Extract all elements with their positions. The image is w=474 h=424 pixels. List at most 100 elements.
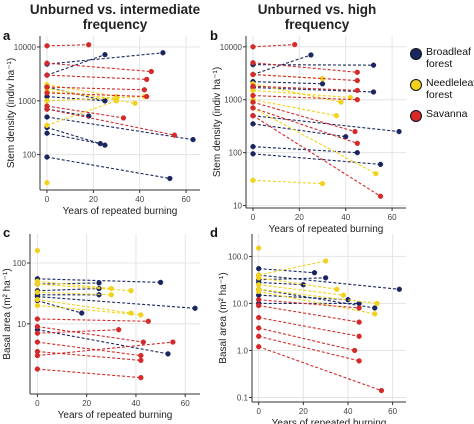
panel-b-x-tick-label-0: 0 [251,213,256,222]
panel-d-series-15-point-0 [256,314,262,321]
panel-b-series-21-point-1 [377,193,384,199]
panel-d-series-4-line [258,288,375,309]
panel-d-series-8-line [258,260,326,276]
panel-a-series-19-line [46,92,147,98]
panel-b-series-18-point-0 [250,92,256,99]
panel-b-series-14-line [252,44,295,48]
panel-c-series-17-line [37,350,141,361]
panel-d-series-11-point-1 [374,300,380,307]
panel-b-series-21-line [252,115,381,197]
panel-d-y-tick-label-2: 10.0 [232,299,248,308]
panel-letter-c: c [3,225,11,240]
panel-b-series-9-point-1 [338,99,344,105]
panel-d-series-10-line [258,284,344,296]
panel-c-series-14-point-0 [34,323,41,330]
panel-b-title-line1: Unburned vs. high [257,2,377,17]
panel-d-series-2-point-1 [323,275,329,281]
legend-swatch-broadleaf [410,48,422,60]
panel-c-series-10-point-0 [34,289,41,295]
panel-a-series-21-line [46,108,175,136]
legend-swatch-needleleaf [410,79,422,91]
panel-d-y-tick-label-0: 0.1 [237,393,249,402]
panel-b-series-19-line [252,101,356,133]
panel-a-series-17-line [46,74,147,80]
panel-d-x-tick-label-3: 60 [388,407,397,416]
panel-a-series-21-point-0 [44,106,50,112]
panel-b-series-13-point-0 [250,177,256,183]
panel-d-y-tick-label-3: 100.0 [228,252,249,261]
panel-d-series-15-line [258,317,360,337]
panel-d-x-tick-label-1: 20 [299,407,308,416]
panel-d-x-tick-label-2: 40 [344,407,353,416]
panel-b-y-axis-title: Stem density (indiv ha⁻¹) [212,67,223,177]
panel-d-series-14-point-0 [256,302,262,309]
panel-c-series-9-line [37,283,132,292]
panel-a-series-13-point-0 [44,122,50,128]
panel-b-series-11-line [252,99,337,117]
panel-c-series-19-line [37,368,141,379]
panel-a-x-tick-label-1: 20 [89,195,98,204]
panel-c-series-18-line [37,341,173,357]
panel-a-series-13-point-1 [113,98,120,104]
panel-b-series-13-point-1 [319,180,326,187]
panel-b-series-21-point-0 [250,113,256,119]
panel-b-series-14-point-1 [292,41,298,48]
panel-b-series-14-point-0 [250,44,256,50]
panel-c-x-tick-label-0: 0 [35,399,40,408]
panel-a-title: Unburned vs. intermediate frequency [20,2,210,32]
panel-c-series-0-point-1 [157,279,164,286]
panel-d-series-4-point-1 [372,305,378,311]
panel-a-series-17-point-1 [144,76,150,83]
panel-a-series-21-point-1 [171,132,178,138]
legend-label-broadleaf: Broadleaf forest [426,46,471,70]
panel-c-series-12-line [37,304,141,316]
panel-b-series-12-point-1 [373,171,379,177]
panel-d-series-16-line [258,327,355,351]
panel-b-x-tick-label-1: 20 [295,213,304,222]
panel-d-series-8-point-1 [323,258,329,264]
panel-a-series-19-point-0 [44,90,50,96]
panel-c-series-19-point-1 [138,375,144,381]
panel-b-series-10-line [252,89,351,99]
panel-c-series-10-point-1 [108,292,114,298]
panel-d-series-18-point-0 [256,344,262,350]
panel-d-series-3-line [258,281,304,286]
panel-a-series-18-line [46,86,145,91]
panel-a-series-2-line [46,86,106,102]
panel-d-series-10-point-0 [256,282,262,288]
panel-c-series-14-point-1 [140,339,146,345]
panel-b-x-axis-title: Years of repeated burning [269,224,384,235]
panel-a-series-10-point-1 [132,100,138,106]
panel-d-series-18-line [258,346,382,392]
panel-b-series-7-point-0 [250,151,256,157]
panel-d-series-9-point-1 [334,286,340,292]
panel-a-x-tick-label-2: 40 [135,195,144,204]
panel-c-series-14-line [37,326,144,343]
panel-d-series-9-point-0 [256,275,262,281]
panel-a-series-17-point-0 [44,72,50,78]
panel-b-series-15-line [252,62,358,73]
panel-a-x-tick-label-0: 0 [45,195,50,204]
panel-b-series-4-line [252,115,400,133]
panel-b-series-18-line [252,94,358,101]
panel-c-series-2-line [37,287,100,292]
panel-a-series-5-point-1 [190,136,196,143]
panel-a-series-0-line [46,52,163,65]
panel-b-series-20-point-1 [354,140,360,146]
panel-c-series-1-point-1 [96,280,102,286]
legend: Broadleaf forest Needleleaf forest Savan… [410,46,474,129]
panel-d-series-7-point-0 [256,245,262,251]
panel-c-y-tick-label-0: 10 [17,320,26,329]
panel-b-series-13-line [252,179,323,185]
panel-b-series-15-point-0 [250,60,256,66]
panel-c-series-18-point-0 [34,352,41,359]
panel-a-series-15-point-0 [44,43,50,49]
panel-d-series-14-line [258,305,360,323]
panel-a-series-19-point-1 [144,93,150,100]
legend-swatch-savanna [410,110,422,122]
legend-label-savanna: Savanna [426,108,468,120]
panel-b-series-5-point-0 [250,121,256,127]
panel-d-series-15-point-1 [356,333,362,339]
panel-b-series-6-point-0 [250,143,256,150]
